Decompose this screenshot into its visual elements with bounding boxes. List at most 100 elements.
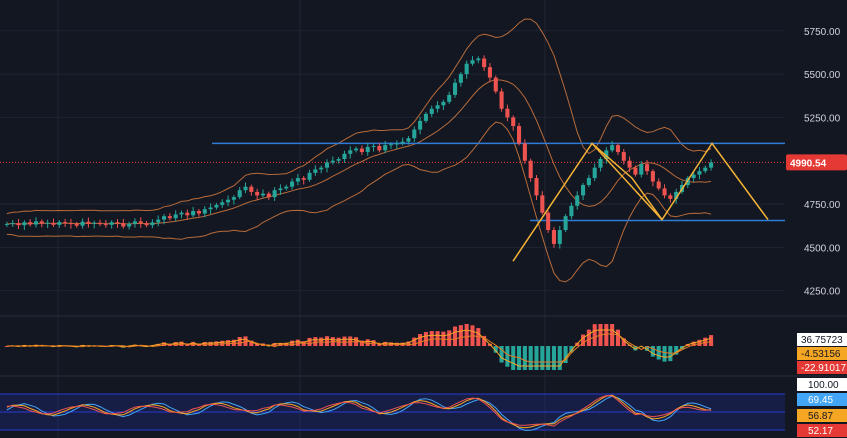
candle-body xyxy=(551,230,556,244)
candle-body xyxy=(185,212,190,216)
candle-body xyxy=(540,195,545,213)
candle-body xyxy=(249,186,254,192)
candle-body xyxy=(208,207,213,210)
candle-body xyxy=(546,212,551,231)
candle-body xyxy=(57,222,62,225)
price-axis-tick: 4750.00 xyxy=(804,200,841,211)
macd-panel xyxy=(4,324,714,370)
candle-body xyxy=(511,117,516,127)
value-badges: 4990.54 36.75723 -4.53156 -22.91017 100.00 69… xyxy=(786,154,847,437)
candle-body xyxy=(22,222,27,226)
candle-body xyxy=(557,230,562,244)
macd-histogram-bar xyxy=(650,346,655,357)
candle-body xyxy=(278,188,283,191)
rsi-mid-line xyxy=(6,395,712,427)
candle-body xyxy=(290,181,295,187)
macd-histogram-bar xyxy=(418,334,423,346)
candle-body xyxy=(464,63,469,75)
macd-histogram-bar xyxy=(674,346,679,355)
macd-histogram-bar xyxy=(214,341,219,346)
candle-body xyxy=(586,178,591,185)
macd-histogram-bar xyxy=(377,343,382,346)
candle-body xyxy=(452,82,458,95)
candle-body xyxy=(243,186,248,191)
candle-body xyxy=(441,101,446,106)
price-axis-tick: 5250.00 xyxy=(804,113,841,124)
macd-histogram-bar xyxy=(458,325,463,346)
candle-body xyxy=(220,202,225,205)
rsi-slow-line xyxy=(6,394,712,429)
candle-body xyxy=(458,74,463,83)
macd-histogram-bar xyxy=(383,341,388,346)
candle-body xyxy=(517,126,522,144)
candle-body xyxy=(144,223,149,226)
candle-body xyxy=(598,159,603,168)
candle-body xyxy=(691,174,696,179)
macd-histogram-bar xyxy=(615,329,621,346)
candle-body xyxy=(668,195,673,199)
macd-histogram-bar xyxy=(191,341,196,346)
macd-histogram-bar xyxy=(464,324,469,346)
macd-histogram-bar xyxy=(546,346,551,370)
candle-body xyxy=(167,216,172,219)
candle-body xyxy=(429,108,434,114)
rsi-value-badge-1 xyxy=(797,393,847,406)
macd-histogram-bar xyxy=(569,346,574,353)
candle-body xyxy=(150,222,155,226)
candle-body xyxy=(639,164,644,175)
candle-body xyxy=(109,222,114,225)
last-price-value: 4990.54 xyxy=(790,158,827,169)
candle-body xyxy=(470,60,475,64)
candle-body xyxy=(16,223,21,226)
macd-histogram-bar xyxy=(656,346,661,360)
candle-body xyxy=(534,178,539,196)
macd-histogram-bar xyxy=(348,336,353,346)
candle-body xyxy=(103,224,108,226)
candle-body xyxy=(39,221,44,224)
candle-body xyxy=(592,167,597,179)
candle-body xyxy=(4,223,9,225)
candle-body xyxy=(354,148,359,151)
candle-body xyxy=(365,146,370,153)
candle-body xyxy=(319,167,324,170)
candle-body xyxy=(97,222,103,225)
candle-body xyxy=(156,219,161,223)
candle-body xyxy=(10,223,15,225)
candles xyxy=(4,55,714,249)
candle-body xyxy=(383,145,388,151)
macd-histogram-bar xyxy=(237,337,242,346)
macd-histogram-bar xyxy=(447,330,452,346)
candle-body xyxy=(202,209,207,214)
candle-body xyxy=(272,190,277,198)
macd-histogram-bar xyxy=(301,341,306,346)
candle-body xyxy=(196,210,201,214)
candle-body xyxy=(627,160,632,168)
horizontal-levels xyxy=(0,142,785,222)
macd-histogram-bar xyxy=(540,346,545,370)
candle-body xyxy=(703,167,708,172)
rsi-value-3: 52.17 xyxy=(808,426,833,437)
candle-body xyxy=(121,223,126,227)
macd-histogram-bar xyxy=(645,346,650,351)
macd-histogram-bar xyxy=(342,336,347,346)
candle-body xyxy=(633,167,638,175)
candle-body xyxy=(138,221,143,224)
candle-body xyxy=(400,141,405,144)
candle-body xyxy=(505,108,510,118)
candle-body xyxy=(359,148,364,153)
macd-histogram-bar xyxy=(220,340,225,346)
candle-body xyxy=(255,191,260,196)
candle-body xyxy=(487,67,492,78)
candle-body xyxy=(301,178,306,180)
candle-body xyxy=(522,143,527,161)
candle-body xyxy=(569,205,574,217)
candle-body xyxy=(63,222,68,224)
candle-body xyxy=(313,169,318,173)
macd-histogram-bar xyxy=(324,336,330,346)
macd-histogram-bar xyxy=(610,324,615,346)
rsi-value-1: 69.45 xyxy=(808,395,833,406)
candle-body xyxy=(284,186,289,189)
bollinger-lower xyxy=(6,121,712,283)
candle-body xyxy=(656,181,661,189)
